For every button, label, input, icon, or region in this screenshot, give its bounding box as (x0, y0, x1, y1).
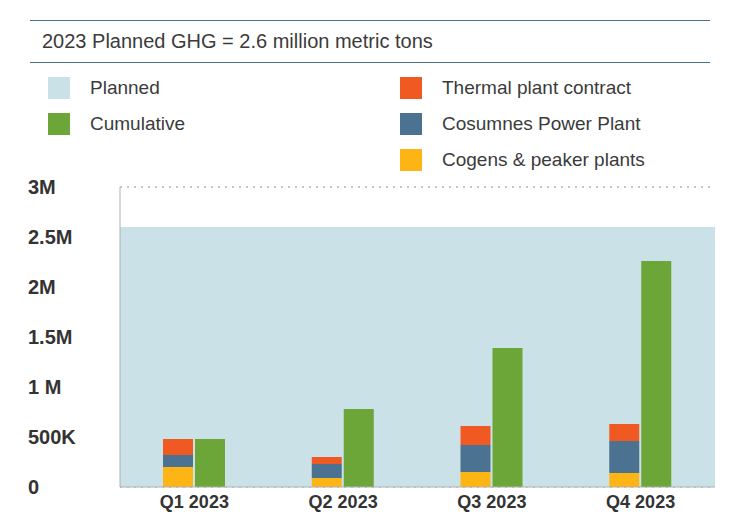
html-text:Cogens & peaker plants: Cogens & peaker plants (442, 149, 645, 170)
svg-text:Q1 2023: Q1 2023 (160, 492, 229, 512)
svg-text:1.5M: 1.5M (28, 326, 72, 348)
html-text:Thermal plant contract: Thermal plant contract (442, 77, 631, 98)
svg-text:Q4 2023: Q4 2023 (606, 492, 675, 512)
svg-text:Q3 2023: Q3 2023 (457, 492, 526, 512)
html-text:2023 Planned GHG = 2.6 million: 2023 Planned GHG = 2.6 million metric to… (42, 30, 433, 52)
svg-text:1 M: 1 M (28, 376, 61, 398)
svg-text:Q2 2023: Q2 2023 (309, 492, 378, 512)
svg-text:2M: 2M (28, 276, 56, 298)
svg-text:2.5M: 2.5M (28, 226, 72, 248)
svg-text:500K: 500K (28, 426, 76, 448)
html-text:Cumulative: Cumulative (90, 113, 185, 134)
svg-text:0: 0 (28, 476, 39, 498)
html-text:Cosumnes Power Plant: Cosumnes Power Plant (442, 113, 641, 134)
html-text:Planned: Planned (90, 77, 160, 98)
svg-text:3M: 3M (28, 176, 56, 198)
